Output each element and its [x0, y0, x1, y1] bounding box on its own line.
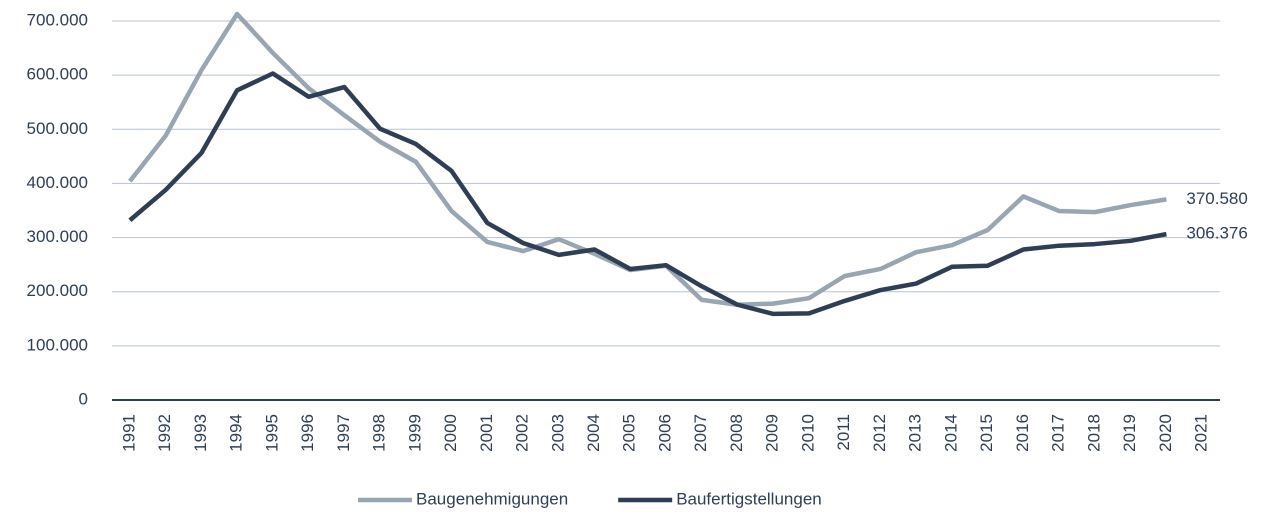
x-tick-label: 2005	[620, 414, 639, 452]
y-tick-label: 600.000	[27, 65, 88, 84]
y-tick-label: 200.000	[27, 281, 88, 300]
value-label: 306.376	[1186, 224, 1247, 243]
x-tick-label: 1999	[405, 414, 424, 452]
x-tick-label: 1992	[155, 414, 174, 452]
x-tick-label: 1995	[262, 414, 281, 452]
y-tick-label: 400.000	[27, 173, 88, 192]
x-tick-label: 2014	[941, 414, 960, 452]
x-tick-label: 1991	[119, 414, 138, 452]
x-tick-label: 2016	[1013, 414, 1032, 452]
x-tick-label: 2001	[477, 414, 496, 452]
x-tick-label: 2019	[1120, 414, 1139, 452]
x-tick-label: 2003	[548, 414, 567, 452]
x-tick-label: 2013	[906, 414, 925, 452]
x-tick-label: 2004	[584, 414, 603, 452]
legend-label: Baugenehmigungen	[416, 489, 568, 508]
x-tick-label: 1998	[370, 414, 389, 452]
y-tick-label: 0	[79, 389, 88, 408]
x-tick-label: 1996	[298, 414, 317, 452]
x-tick-label: 2009	[763, 414, 782, 452]
y-tick-label: 100.000	[27, 335, 88, 354]
x-tick-label: 2011	[834, 414, 853, 451]
y-tick-label: 500.000	[27, 119, 88, 138]
legend-label: Baufertigstellungen	[676, 489, 822, 508]
series-line	[128, 11, 1167, 307]
x-tick-label: 2012	[870, 414, 889, 452]
y-tick-label: 700.000	[27, 10, 88, 29]
x-tick-label: 2021	[1192, 414, 1211, 452]
x-tick-label: 2000	[441, 414, 460, 452]
series-line	[128, 71, 1167, 317]
x-tick-label: 2018	[1084, 414, 1103, 452]
y-tick-label: 300.000	[27, 227, 88, 246]
x-tick-label: 1993	[191, 414, 210, 452]
x-tick-label: 2002	[513, 414, 532, 452]
x-tick-label: 2010	[798, 414, 817, 452]
x-tick-label: 1994	[227, 414, 246, 452]
x-tick-label: 2015	[977, 414, 996, 452]
x-tick-label: 2017	[1049, 414, 1068, 452]
x-tick-label: 2020	[1156, 414, 1175, 452]
x-tick-label: 2007	[691, 414, 710, 452]
value-label: 370.580	[1186, 189, 1247, 208]
x-tick-label: 2006	[655, 414, 674, 452]
x-tick-label: 1997	[334, 414, 353, 452]
x-tick-label: 2008	[727, 414, 746, 452]
